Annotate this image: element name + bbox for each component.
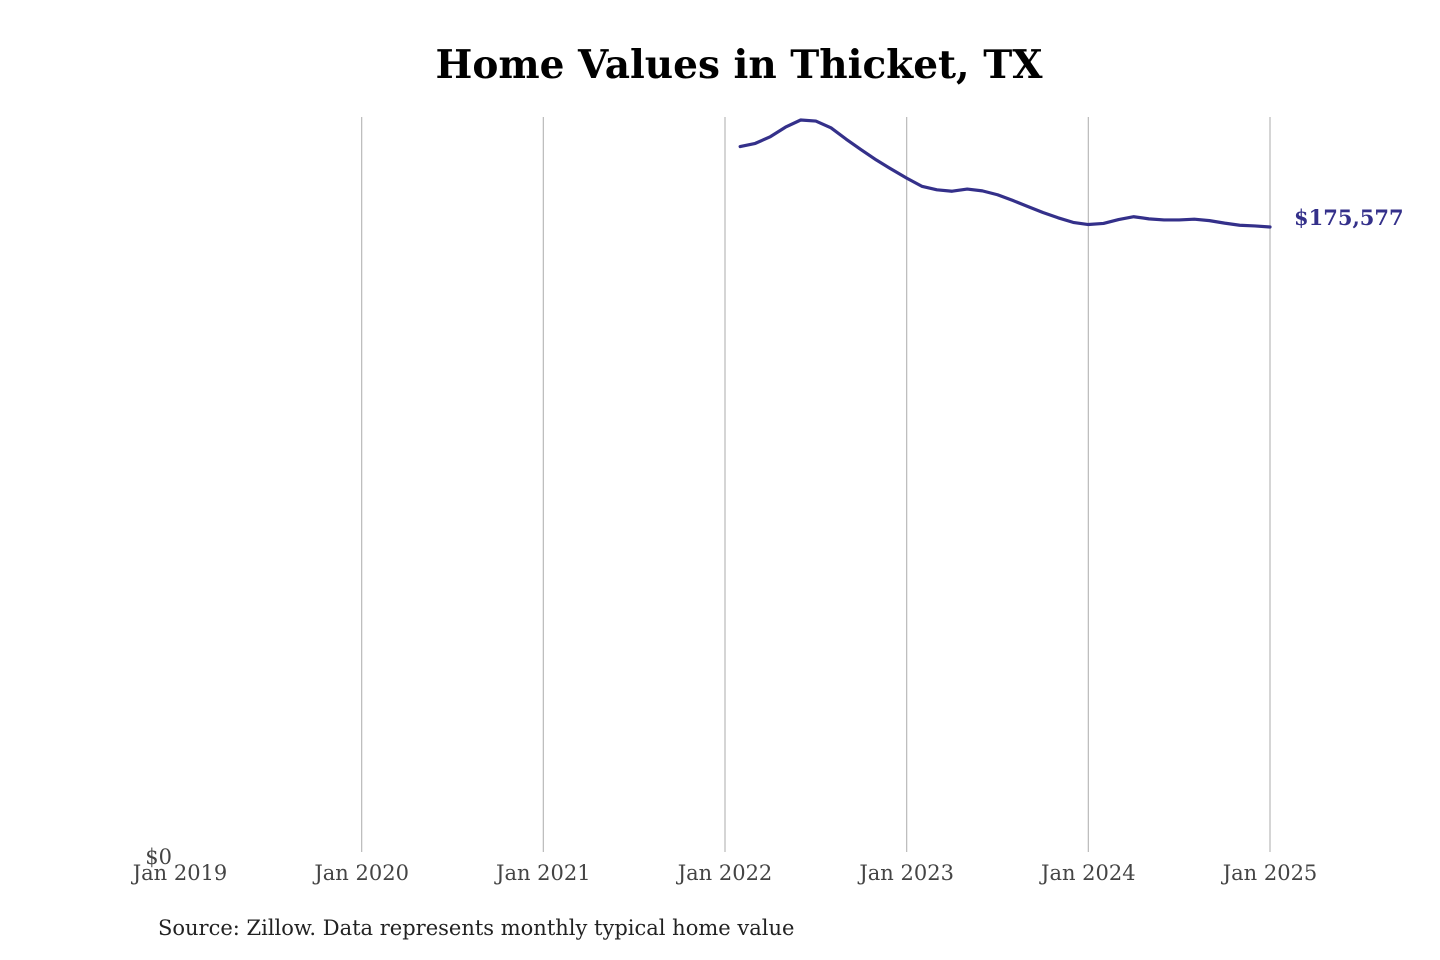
data-point — [1192, 217, 1197, 222]
data-point — [1237, 223, 1242, 228]
data-point — [813, 119, 818, 124]
data-point — [1040, 210, 1045, 215]
data-point — [844, 137, 849, 142]
data-point — [828, 125, 833, 130]
data-point — [934, 187, 939, 192]
data-point — [738, 144, 743, 149]
chart-title: Home Values in Thicket, TX — [435, 42, 1043, 88]
x-tick-label: Jan 2021 — [494, 861, 591, 885]
data-point — [995, 192, 1000, 197]
data-point — [874, 158, 879, 163]
y-axis-tick-labels: $0 — [145, 845, 172, 869]
data-point — [889, 167, 894, 172]
data-point — [1162, 217, 1167, 222]
data-point — [798, 118, 803, 123]
x-tick-label: Jan 2022 — [676, 861, 773, 885]
data-point — [1010, 198, 1015, 203]
annotation-layer: $175,577 — [1294, 205, 1404, 230]
data-point — [859, 147, 864, 152]
data-point — [753, 141, 758, 146]
data-point — [1177, 217, 1182, 222]
chart-source-note: Source: Zillow. Data represents monthly … — [158, 916, 795, 940]
x-tick-label: Jan 2019 — [131, 861, 228, 885]
data-point — [1086, 222, 1091, 227]
x-tick-label: Jan 2025 — [1221, 861, 1318, 885]
data-point — [1146, 216, 1151, 221]
data-point — [1252, 223, 1257, 228]
data-point — [1222, 221, 1227, 226]
data-point — [1268, 225, 1273, 230]
data-point — [1101, 221, 1106, 226]
x-tick-label: Jan 2024 — [1039, 861, 1136, 885]
data-point — [783, 125, 788, 130]
data-point — [1025, 204, 1030, 209]
y-tick-label: $0 — [145, 845, 172, 869]
data-point — [950, 189, 955, 194]
end-value-label: $175,577 — [1294, 205, 1404, 230]
data-point — [1131, 214, 1136, 219]
x-axis-tick-labels: Jan 2019 Jan 2020 Jan 2021 Jan 2022 Jan 2023… — [131, 861, 1318, 885]
data-point — [1056, 215, 1061, 220]
data-point — [980, 188, 985, 193]
x-tick-label: Jan 2023 — [857, 861, 954, 885]
x-tick-label: Jan 2020 — [312, 861, 409, 885]
data-point — [1116, 217, 1121, 222]
series-line — [738, 118, 1272, 229]
data-point — [1071, 220, 1076, 225]
data-point — [1207, 218, 1212, 223]
data-point — [965, 187, 970, 192]
data-point — [919, 184, 924, 189]
series-layer — [738, 118, 1273, 230]
data-point — [768, 134, 773, 139]
grid-lines — [361, 117, 1271, 852]
data-point — [904, 176, 909, 181]
